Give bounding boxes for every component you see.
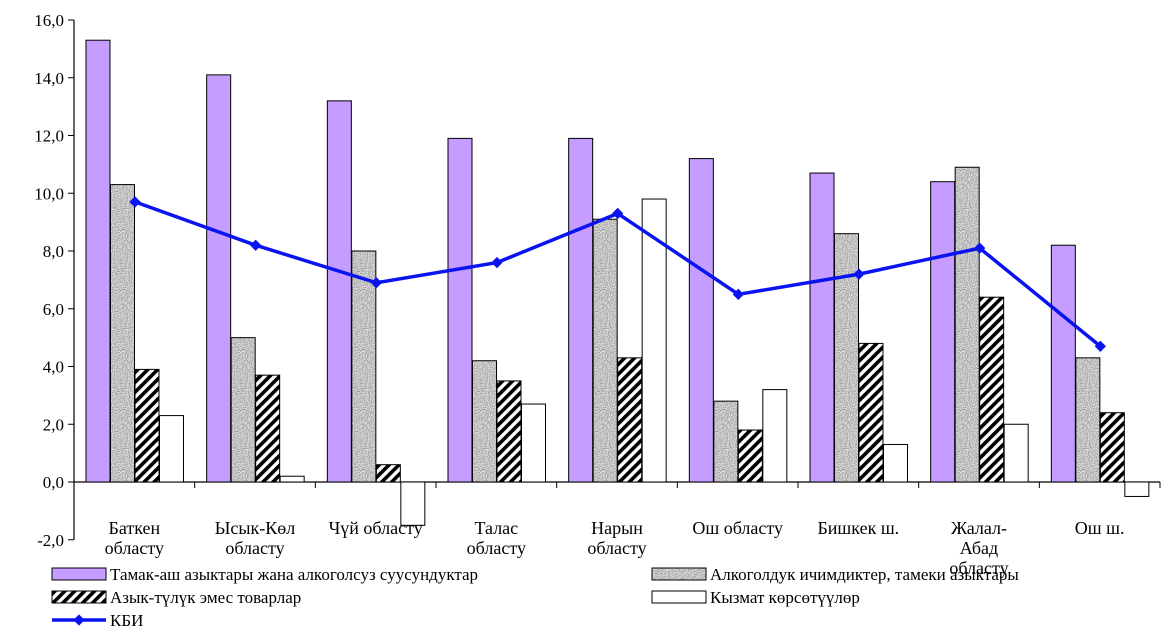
bar-series-3 — [134, 368, 160, 483]
bar-series-4 — [279, 475, 305, 483]
bar-series-4 — [521, 403, 546, 483]
bar-series-2 — [834, 233, 859, 483]
category-label: Чүй областу — [329, 518, 423, 538]
bar-series-1 — [1050, 244, 1076, 483]
bar-series-3 — [496, 380, 522, 483]
legend-swatch-series-3 — [51, 590, 107, 604]
y-tick-label: 14,0 — [34, 69, 64, 88]
bar-series-4 — [1003, 423, 1029, 483]
y-tick-label: 16,0 — [34, 11, 64, 30]
category-labels: Баткен областу Ысык-Көл областу Чүй областу Т… — [105, 518, 1125, 578]
bar-series-2 — [230, 337, 256, 483]
bar-series-3 — [858, 342, 884, 483]
bar-series-4 — [400, 481, 426, 526]
kbi-marker — [250, 239, 262, 251]
y-tick-label: 4,0 — [43, 358, 64, 377]
y-tick-label: -2,0 — [37, 531, 64, 550]
bar-series-3 — [737, 429, 763, 483]
bar-series-1 — [326, 100, 352, 483]
kbi-marker — [612, 207, 624, 220]
bar-series-3 — [375, 464, 401, 483]
bar-series-3 — [617, 357, 643, 483]
legend-label-series-2: Алкоголдук ичимдиктер, тамеки азыктары — [710, 565, 1019, 584]
y-tick-label: 2,0 — [43, 415, 64, 434]
bar-series-4 — [762, 389, 788, 483]
bar-series-4 — [159, 415, 184, 483]
bar-series-1 — [688, 158, 714, 483]
bar-series-1 — [568, 137, 594, 483]
legend: Тамак-аш азыктары жана алкоголсуз суусун… — [51, 565, 1019, 630]
kbi-marker — [974, 242, 986, 254]
kbi-marker — [1094, 340, 1106, 352]
legend-marker-kbi — [73, 614, 85, 626]
kbi-line — [129, 196, 1106, 352]
bar-series-1 — [930, 181, 956, 483]
bar-series-2 — [592, 218, 618, 483]
kbi-marker — [129, 196, 141, 208]
bar-series-1 — [447, 137, 473, 483]
category-label: Ысык-Көл областу — [215, 518, 296, 558]
y-tick-label: 12,0 — [34, 127, 64, 146]
legend-swatch-series-1 — [51, 567, 107, 581]
y-tick-label: 6,0 — [43, 300, 64, 319]
bar-series-1 — [809, 172, 835, 483]
legend-swatch-series-4 — [651, 590, 707, 604]
kbi-marker — [732, 288, 744, 300]
bar-series-2 — [351, 250, 377, 483]
bar-series-2 — [713, 400, 739, 483]
bar-series-4 — [883, 443, 908, 483]
bar-series-2 — [954, 166, 980, 483]
category-label: Бишкек ш. — [817, 518, 899, 538]
category-label: Талас областу — [467, 518, 526, 558]
legend-swatch-series-2 — [651, 567, 707, 581]
kbi-marker — [491, 256, 503, 269]
kbi-marker — [370, 277, 382, 289]
bar-series-2 — [472, 360, 497, 483]
bar-series-3 — [255, 374, 281, 483]
y-tick-label: 8,0 — [43, 242, 64, 261]
category-label: Баткен областу — [105, 518, 164, 558]
y-tick-label: 10,0 — [34, 184, 64, 203]
bar-series-4 — [1124, 481, 1150, 497]
kbi-marker — [853, 268, 865, 280]
bar-series-3 — [1099, 412, 1125, 483]
category-label: Нарын областу — [587, 518, 646, 558]
bar-series-2 — [110, 184, 135, 483]
legend-label-series-4: Кызмат көрсөтүүлөр — [710, 588, 860, 607]
category-label: Ош ш. — [1075, 518, 1125, 538]
bar-series-1 — [206, 74, 232, 483]
legend-label-series-3: Азык-түлүк эмес товарлар — [110, 588, 301, 607]
category-label: Ош областу — [692, 518, 783, 538]
bar-series-2 — [1075, 357, 1101, 483]
bar-series-4 — [641, 198, 667, 483]
legend-label-series-1: Тамак-аш азыктары жана алкоголсуз суусун… — [110, 565, 478, 584]
bar-series-1 — [85, 39, 111, 483]
category-label: Жалал-Абад областу — [949, 518, 1008, 578]
y-tick-label: 0,0 — [43, 473, 64, 492]
bars — [85, 39, 1150, 526]
bar-series-3 — [979, 296, 1005, 483]
legend-label-kbi: КБИ — [110, 611, 143, 630]
